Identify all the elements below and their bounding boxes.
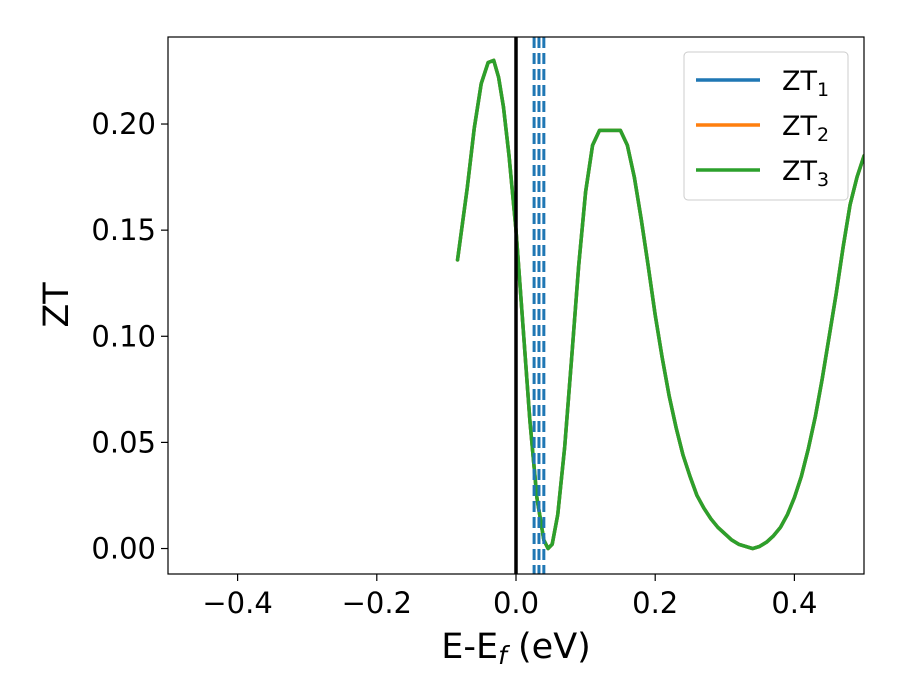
legend-label-2: ZT2 — [782, 111, 829, 146]
y-axis: 0.00 0.05 0.10 0.15 0.20 — [91, 107, 168, 566]
series-line-3 — [455, 58, 864, 551]
x-tick-label: 0.2 — [632, 586, 678, 620]
y-tick-label: 0.00 — [91, 532, 156, 566]
legend-label-3: ZT3 — [782, 156, 829, 191]
legend-label-1: ZT1 — [782, 66, 829, 101]
y-axis-title: ZT — [37, 282, 77, 328]
x-axis-title-unit: (eV) — [507, 627, 591, 667]
y-tick-label: 0.10 — [91, 319, 156, 353]
legend: ZT1 ZT2 ZT3 — [683, 51, 849, 201]
x-tick-label: −0.4 — [202, 586, 272, 620]
legend-box — [683, 51, 849, 201]
y-tick-label: 0.05 — [91, 425, 156, 459]
y-tick-label: 0.15 — [91, 213, 156, 247]
x-tick-label: −0.2 — [342, 586, 412, 620]
x-axis-title: E-Ef (eV) — [441, 627, 591, 670]
x-tick-label: 0.4 — [771, 586, 817, 620]
y-tick-label: 0.20 — [91, 107, 156, 141]
x-axis: −0.4 −0.2 0.0 0.2 0.4 — [202, 574, 817, 620]
x-tick-label: 0.0 — [493, 586, 539, 620]
x-axis-title-base: E-E — [441, 627, 498, 667]
plot-area — [455, 37, 864, 574]
